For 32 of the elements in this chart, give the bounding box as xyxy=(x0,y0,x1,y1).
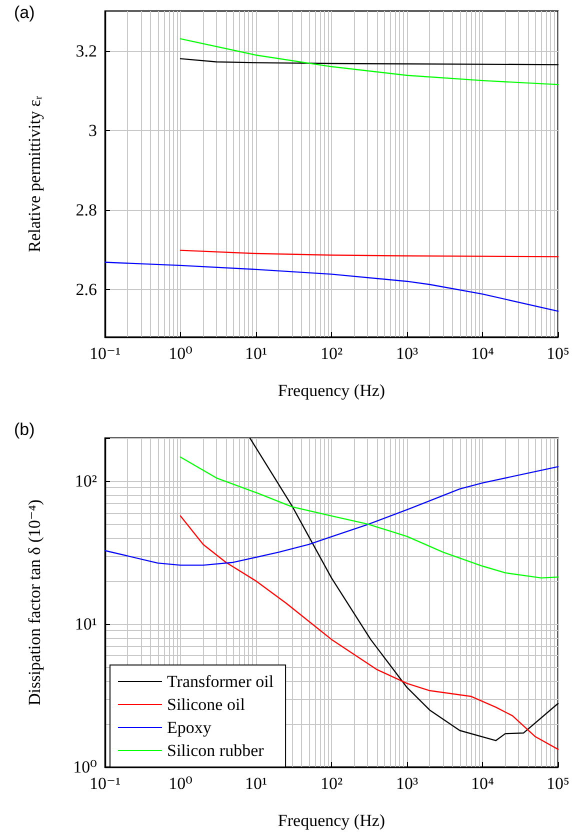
x-axis-title: Frequency (Hz) xyxy=(278,381,386,400)
x-tick-label: 10⁻¹ xyxy=(89,774,121,793)
legend-label: Epoxy xyxy=(167,718,212,737)
x-tick-label: 10⁻¹ xyxy=(89,344,121,363)
x-tick-label: 10³ xyxy=(396,774,418,793)
text: (a) xyxy=(14,3,35,22)
text: (b) xyxy=(14,420,35,439)
x-tick-label: 10² xyxy=(320,344,343,363)
y-tick-label: 10¹ xyxy=(74,614,97,634)
x-tick-label: 10⁰ xyxy=(168,344,193,363)
x-tick-label: 10⁰ xyxy=(168,774,193,793)
legend-label: Silicon rubber xyxy=(167,741,264,760)
line-series xyxy=(180,38,559,86)
y-tick-label: 10⁰ xyxy=(73,758,98,776)
y-tick-label: 3.2 xyxy=(76,41,97,60)
legend-label: Silicone oil xyxy=(167,695,246,714)
x-tick-label: 10⁵ xyxy=(546,774,570,793)
x-tick-label: 10² xyxy=(320,774,343,793)
y-tick-label: 3 xyxy=(88,120,97,140)
x-tick-label: 10¹ xyxy=(244,774,268,793)
y-axis-title: Relative permittivity εᵣ xyxy=(25,96,44,252)
y-axis-title: Dissipation factor tan δ (10⁻⁴) xyxy=(25,499,44,706)
y-tick-label: 2.8 xyxy=(76,200,97,220)
x-tick-label: 10³ xyxy=(396,344,418,363)
x-tick-label: 10¹ xyxy=(244,344,268,363)
x-tick-label: 10⁴ xyxy=(471,344,494,363)
x-tick-label: 10⁵ xyxy=(546,344,570,363)
x-axis-title: Frequency (Hz) xyxy=(278,811,386,830)
y-tick-label: 2.6 xyxy=(76,280,97,299)
y-tick-label: 10² xyxy=(74,472,97,491)
legend-label: Transformer oil xyxy=(167,672,274,691)
x-tick-label: 10⁴ xyxy=(471,774,494,793)
